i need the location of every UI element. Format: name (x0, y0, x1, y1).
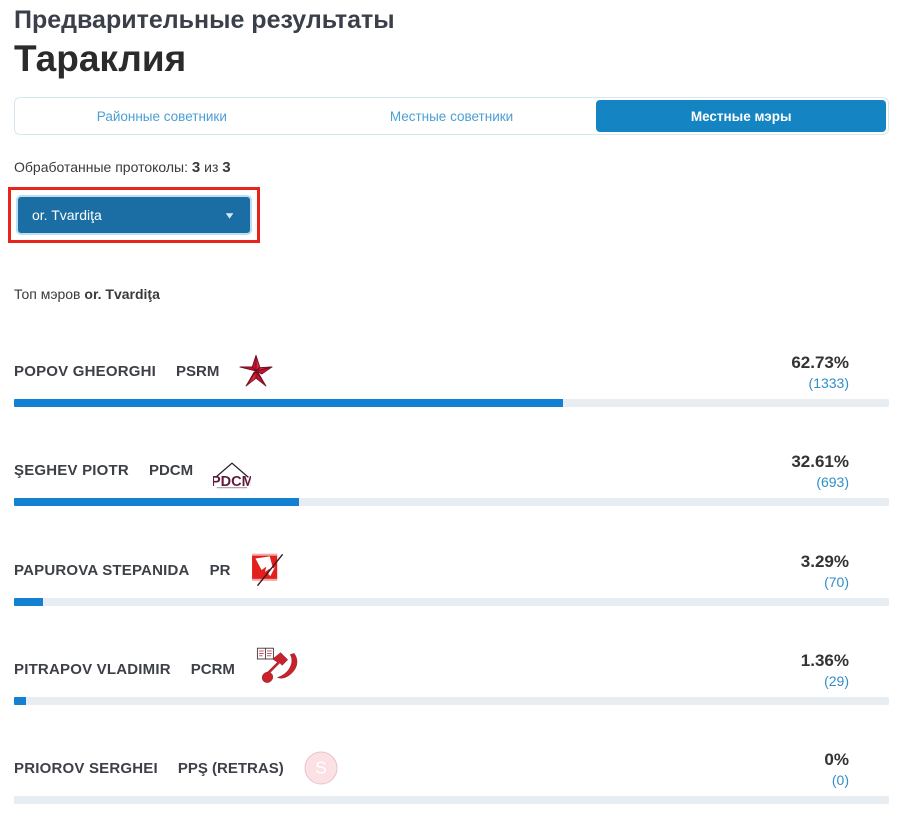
svg-text:S: S (315, 757, 327, 777)
